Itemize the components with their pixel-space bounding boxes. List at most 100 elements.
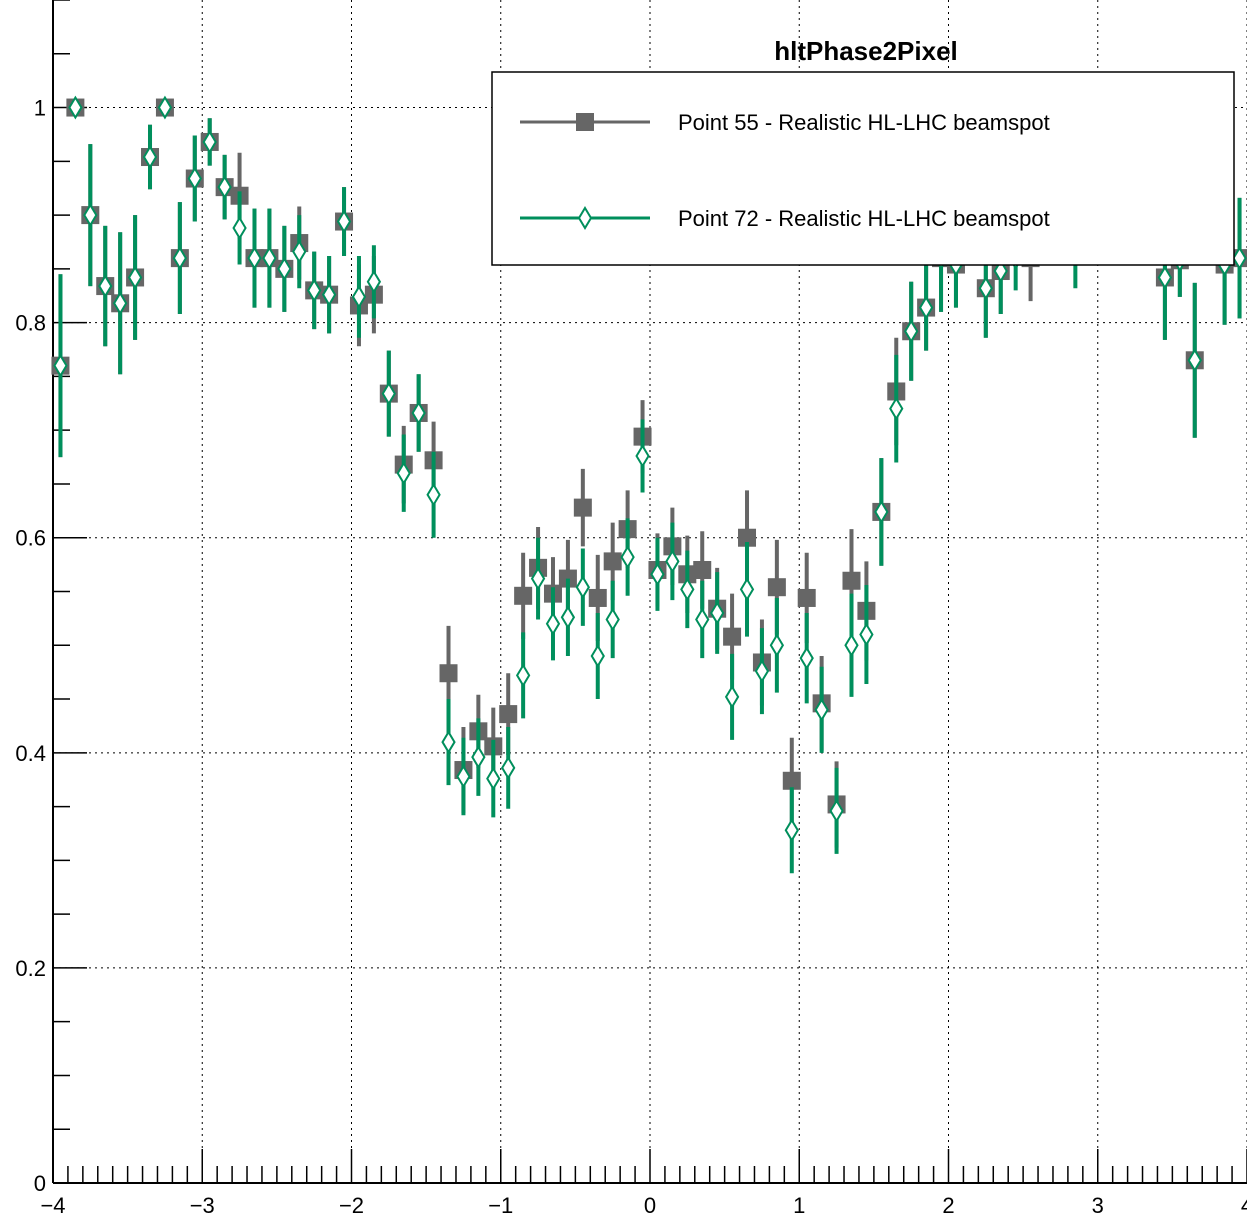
data-point-diamond: [336, 209, 352, 234]
data-point-diamond: [978, 276, 993, 301]
data-point-diamond: [441, 730, 456, 755]
data-point-diamond: [620, 545, 635, 570]
data-point-diamond: [545, 611, 561, 636]
data-point-square: [499, 705, 518, 724]
data-point-diamond: [83, 203, 98, 228]
data-point-diamond: [575, 575, 591, 600]
data-point-diamond: [292, 239, 307, 264]
data-point-diamond: [307, 278, 322, 303]
x-tick-label: −3: [190, 1193, 215, 1217]
data-point-diamond: [754, 659, 770, 684]
y-tick-label: 0: [34, 1171, 46, 1196]
data-point-diamond: [769, 633, 785, 658]
data-point-diamond: [799, 646, 814, 671]
data-point-diamond: [127, 265, 143, 290]
data-point-square: [603, 552, 622, 571]
x-tick-label: 1: [793, 1193, 805, 1217]
grid-lines: [52, 0, 1247, 1183]
data-point-diamond: [247, 246, 262, 271]
data-point-diamond: [98, 274, 113, 299]
data-point-diamond: [1157, 265, 1173, 290]
data-point-diamond: [859, 622, 874, 647]
x-tick-label: 4: [1241, 1193, 1247, 1217]
data-point-diamond: [396, 461, 411, 486]
data-point-diamond: [560, 605, 576, 630]
data-point-diamond: [381, 381, 396, 406]
data-point-diamond: [202, 130, 217, 154]
x-tick-label: 3: [1092, 1193, 1104, 1217]
data-point-diamond: [232, 216, 247, 240]
data-point-diamond: [366, 269, 382, 294]
legend-label: Point 55 - Realistic HL-LHC beamspot: [678, 110, 1050, 135]
axes: −4 −3 −2 −1 0 1 2 3 4 0 0.2 0.4 0.6 0.8 1: [15, 0, 1247, 1217]
data-point-diamond: [262, 246, 277, 271]
data-point-diamond: [665, 549, 680, 574]
data-point-diamond: [112, 291, 128, 316]
x-tick-label: 2: [942, 1193, 954, 1217]
data-point-diamond: [844, 633, 859, 658]
data-point-square: [842, 571, 861, 590]
legend: Point 55 - Realistic HL-LHC beamspot Poin…: [491, 71, 1235, 266]
data-point-diamond: [724, 684, 740, 709]
data-point-diamond: [530, 566, 546, 591]
data-point-diamond: [590, 644, 605, 668]
data-point-diamond: [739, 577, 755, 602]
data-point-diamond: [784, 818, 799, 843]
data-point-square: [588, 588, 607, 607]
data-point-diamond: [277, 256, 292, 281]
data-point-diamond: [829, 798, 844, 823]
data-point-diamond: [680, 577, 695, 602]
legend-marker-diamond: [577, 206, 593, 230]
data-point-diamond: [515, 663, 531, 688]
data-point-diamond: [351, 284, 367, 309]
data-point-square: [767, 578, 786, 597]
chart-title: hltPhase2Pixel: [774, 36, 958, 66]
data-point-square: [723, 627, 742, 646]
y-tick-label: 0.4: [15, 741, 46, 766]
data-point-diamond: [321, 282, 337, 307]
data-point-diamond: [635, 444, 650, 468]
data-point-diamond: [874, 499, 889, 524]
legend-label: Point 72 - Realistic HL-LHC beamspot: [678, 206, 1050, 231]
legend-marker-square: [576, 113, 594, 131]
data-point-diamond: [486, 766, 501, 791]
data-point-diamond: [187, 166, 202, 191]
data-point-diamond: [53, 353, 68, 378]
data-point-diamond: [709, 601, 725, 625]
data-point-diamond: [993, 259, 1008, 283]
legend-box: [491, 71, 1235, 266]
data-point-diamond: [426, 482, 441, 507]
data-point-diamond: [68, 95, 83, 120]
data-point-square: [738, 528, 757, 547]
data-point-square: [693, 560, 712, 579]
data-point-square: [439, 664, 458, 683]
data-point-diamond: [918, 295, 934, 320]
data-point-diamond: [456, 764, 471, 789]
y-tick-label: 0.8: [15, 311, 46, 336]
data-point-square: [782, 771, 801, 790]
y-tick-label: 0.6: [15, 526, 46, 551]
data-point-diamond: [650, 562, 665, 587]
data-points: [51, 95, 1247, 874]
data-point-square: [573, 498, 592, 517]
data-point-square: [797, 588, 816, 607]
x-tick-label: 0: [644, 1193, 656, 1217]
data-point-diamond: [501, 755, 516, 780]
data-point-diamond: [814, 697, 829, 722]
data-point-diamond: [471, 745, 486, 770]
y-tick-label: 1: [34, 96, 46, 121]
data-point-diamond: [1187, 348, 1202, 373]
x-tick-label: −4: [40, 1193, 65, 1217]
data-point-diamond: [411, 401, 426, 425]
data-point-square: [514, 586, 533, 605]
data-point-diamond: [1232, 246, 1247, 271]
data-point-diamond: [605, 607, 620, 632]
data-point-diamond: [695, 607, 710, 632]
data-point-diamond: [904, 319, 919, 344]
data-point-diamond: [172, 246, 188, 271]
data-point-diamond: [142, 145, 158, 169]
data-point-diamond: [157, 95, 173, 120]
x-tick-label: −2: [339, 1193, 364, 1217]
x-tick-label: −1: [488, 1193, 513, 1217]
